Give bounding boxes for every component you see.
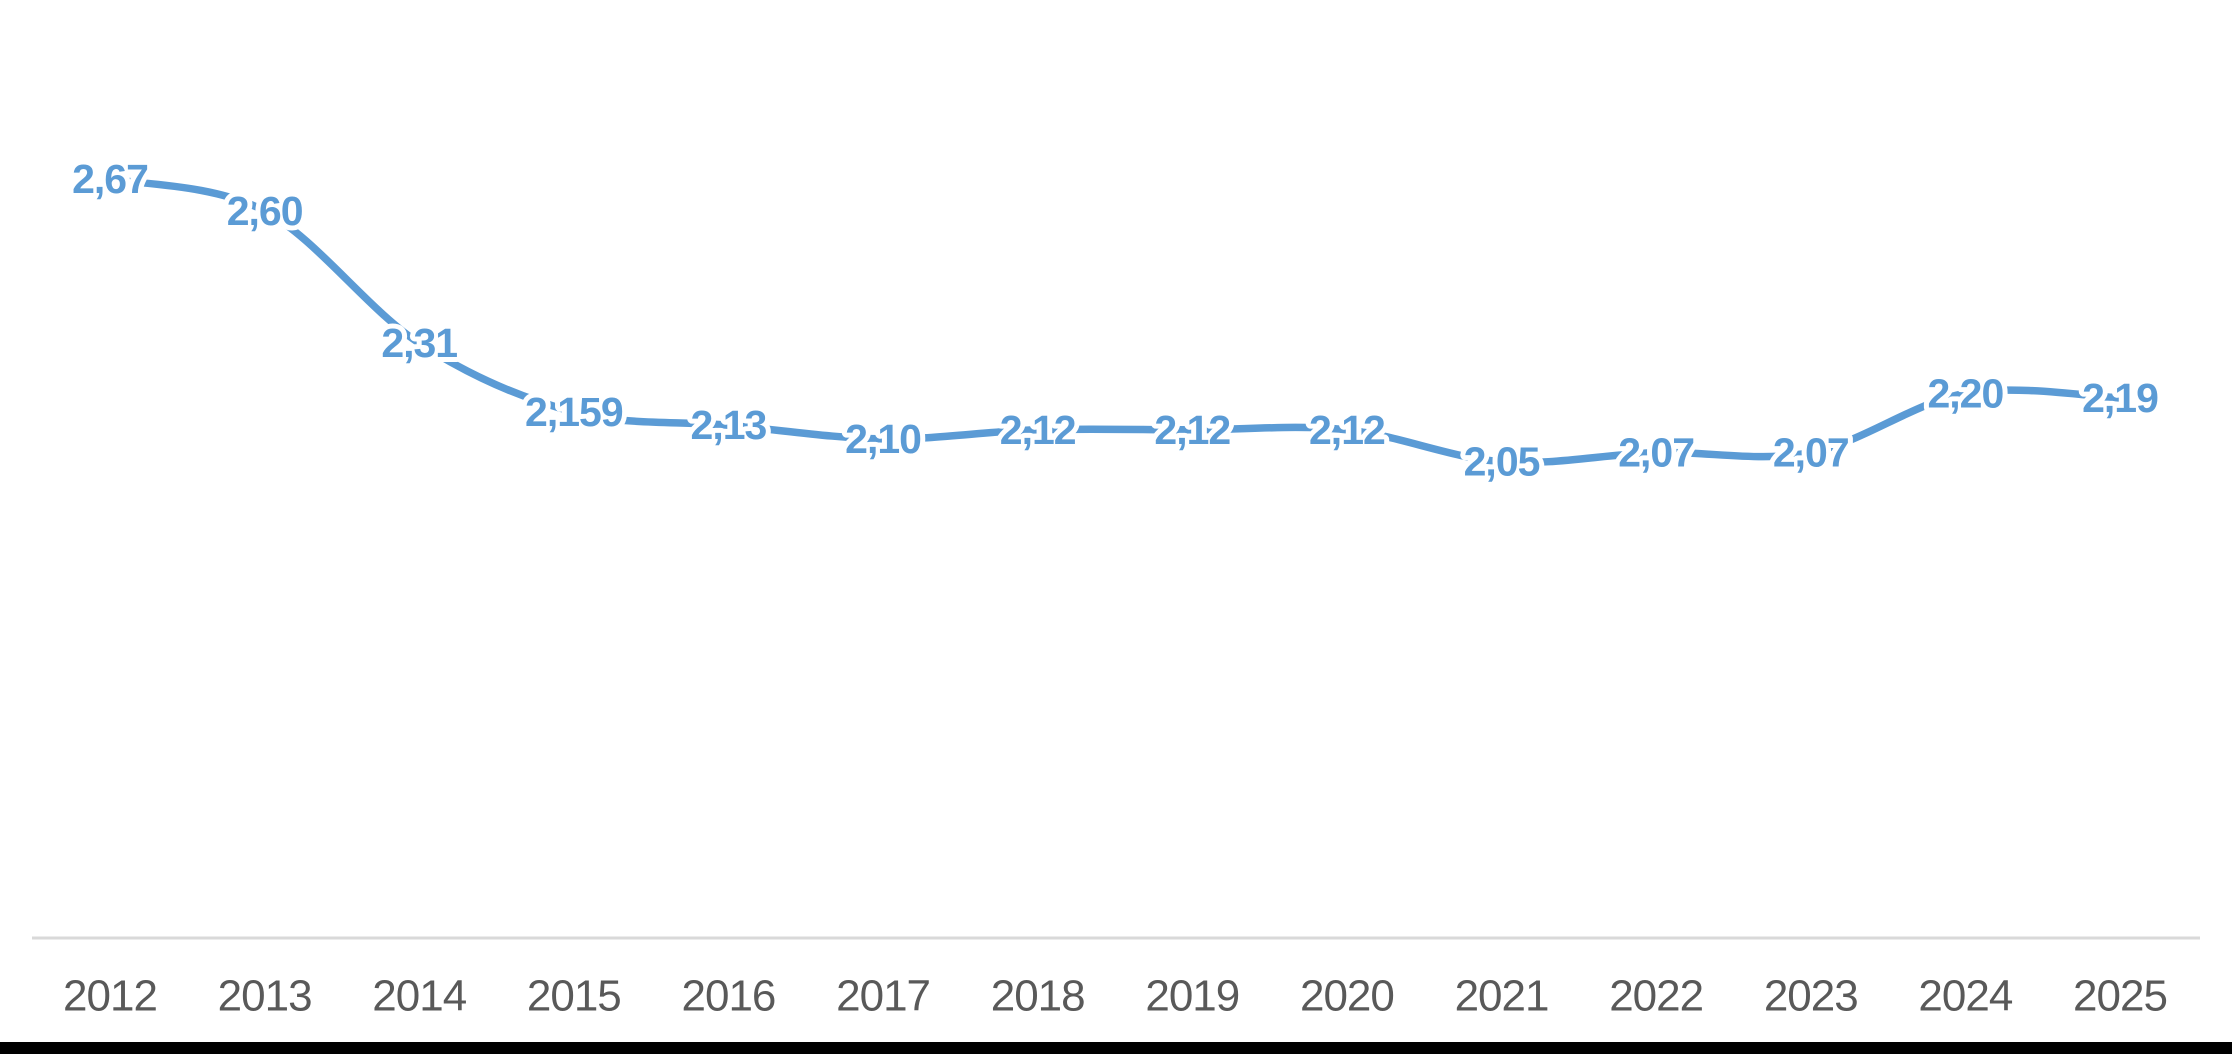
x-tick-label: 2022 [1609, 972, 1703, 1021]
data-label: 2,12 [1000, 407, 1076, 453]
data-label: 2,31 [381, 320, 457, 366]
x-tick-label: 2017 [836, 972, 930, 1021]
x-tick-label: 2020 [1300, 972, 1394, 1021]
data-label: 2,159 [525, 389, 623, 435]
data-label: 2,12 [1309, 407, 1385, 453]
x-tick-label: 2015 [527, 972, 621, 1021]
data-label: 2,12 [1154, 407, 1230, 453]
bottom-bar [0, 1042, 2232, 1054]
series-line [106, 175, 2124, 467]
data-label: 2,60 [227, 188, 303, 234]
data-label: 2,07 [1773, 430, 1849, 476]
x-tick-label: 2024 [1918, 972, 2012, 1021]
data-label: 2,10 [845, 416, 921, 462]
data-label: 2,20 [1927, 370, 2003, 416]
x-tick-label: 2025 [2073, 972, 2167, 1021]
data-label: 2,19 [2082, 375, 2158, 421]
x-tick-label: 2019 [1145, 972, 1239, 1021]
x-tick-label: 2018 [991, 972, 1085, 1021]
x-tick-label: 2021 [1455, 972, 1549, 1021]
x-tick-label: 2016 [682, 972, 776, 1021]
data-label: 2,05 [1464, 439, 1540, 485]
x-tick-label: 2013 [218, 972, 312, 1021]
data-label: 2,07 [1618, 430, 1694, 476]
x-tick-label: 2014 [372, 972, 466, 1021]
data-label: 2,13 [691, 402, 767, 448]
x-tick-label: 2012 [63, 972, 157, 1021]
x-tick-label: 2023 [1764, 972, 1858, 1021]
data-label: 2,67 [72, 156, 148, 202]
